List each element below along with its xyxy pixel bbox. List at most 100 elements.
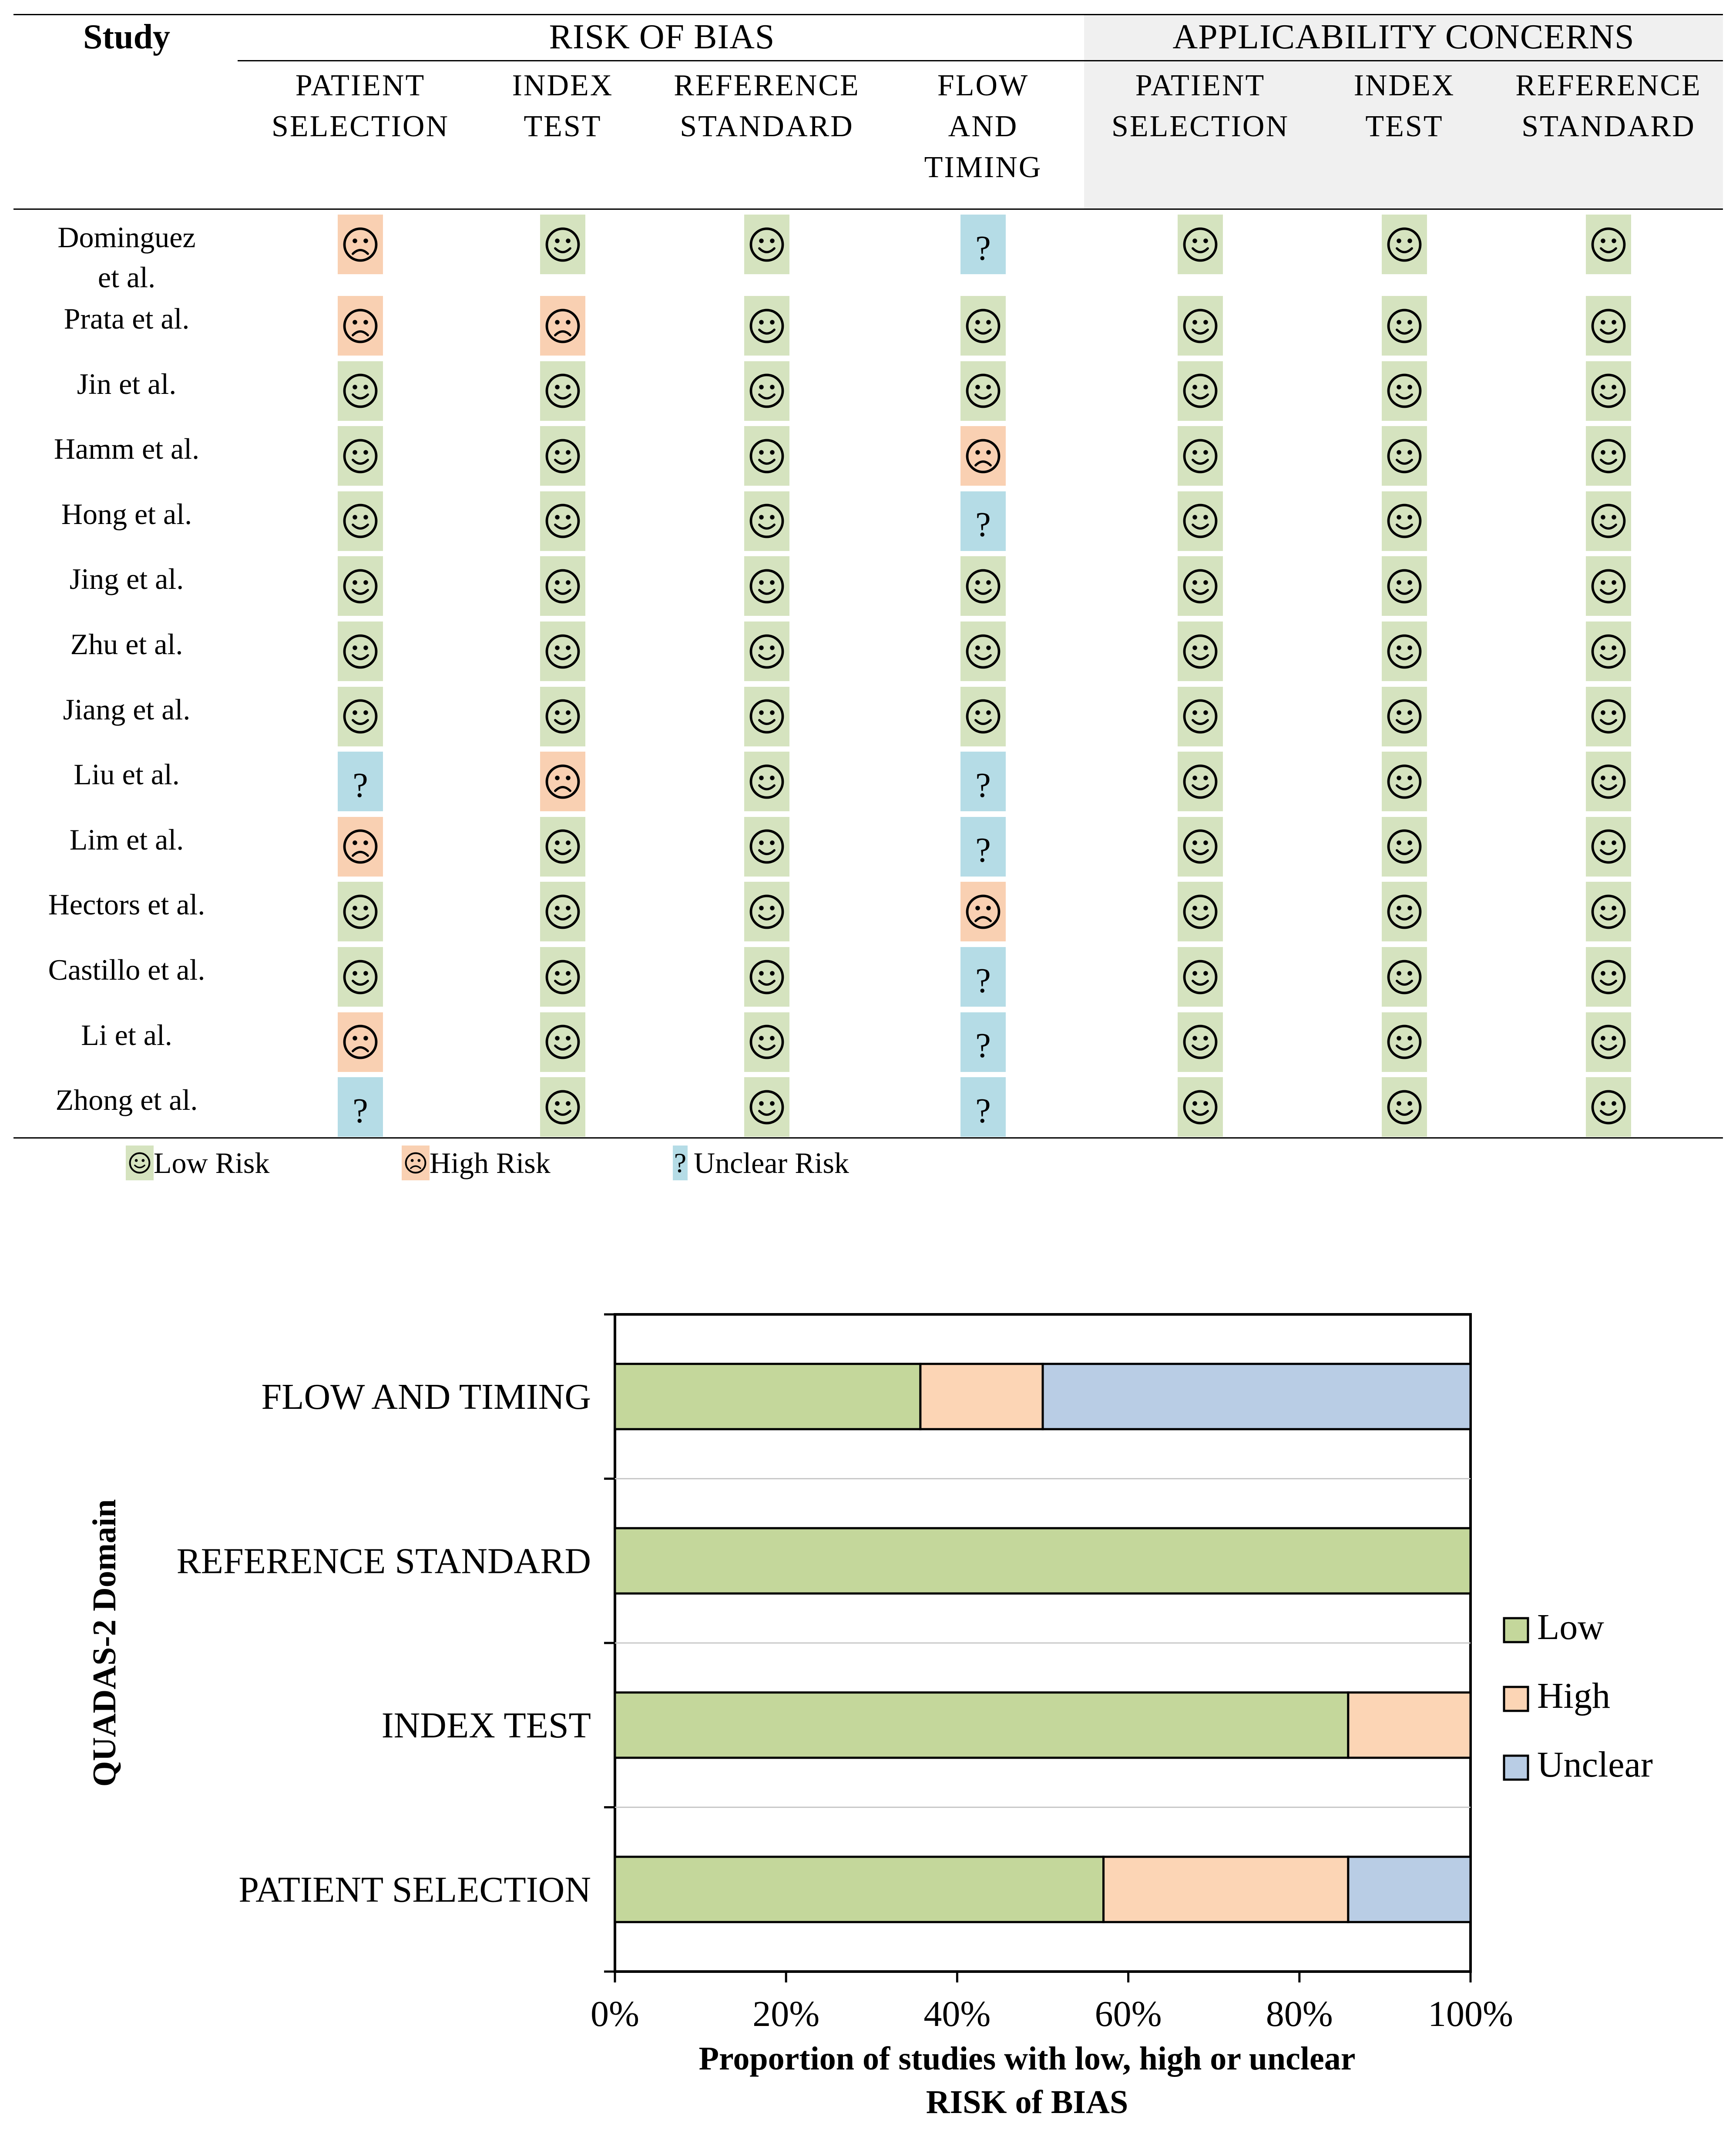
- legend-label-high: High: [1537, 1676, 1610, 1716]
- rating-cell-low: [1586, 491, 1631, 551]
- rating-cell-low: [1586, 752, 1631, 812]
- study-name-line: Castillo et al.: [48, 953, 205, 986]
- rating-cell-low: [338, 686, 383, 746]
- legend-high-label: High Risk: [430, 1146, 551, 1179]
- rating-cell-high: [540, 752, 585, 812]
- rating-cell-low: [338, 361, 383, 421]
- study-name: Jing et al.: [13, 559, 240, 599]
- smile-icon: [966, 634, 1001, 669]
- column-header-line: TEST: [524, 110, 602, 143]
- smile-icon: [1387, 227, 1422, 262]
- question-mark-icon: ?: [353, 1092, 368, 1130]
- applicability-header-background: [1084, 14, 1723, 208]
- smile-icon: [1387, 634, 1422, 669]
- study-name-line: Jing et al.: [69, 562, 184, 596]
- rating-cell-low: [1586, 361, 1631, 421]
- rating-cell-low: [1586, 816, 1631, 877]
- study-name: Jiang et al.: [13, 689, 240, 729]
- smile-icon: [545, 227, 580, 262]
- question-mark-icon: ?: [975, 766, 991, 805]
- x-axis-title-line: Proportion of studies with low, high or …: [699, 2040, 1356, 2077]
- smile-icon: [966, 569, 1001, 604]
- rating-cell-low: [1586, 296, 1631, 356]
- column-header-line: INDEX: [512, 69, 614, 102]
- smile-icon: [1387, 699, 1422, 734]
- rating-cell-low: [744, 426, 789, 486]
- legend-high-risk: High Risk: [402, 1146, 551, 1180]
- rating-cell-low: [1178, 947, 1223, 1007]
- bar-unclear-patient-selection: [1347, 1855, 1472, 1923]
- frown-icon: [545, 309, 580, 343]
- rating-cell-low: [338, 556, 383, 616]
- smile-icon: [1183, 894, 1218, 929]
- rating-cell-low: [744, 1077, 789, 1137]
- smile-icon: [749, 960, 784, 994]
- rating-cell-high: [540, 296, 585, 356]
- rating-cell-low: [744, 947, 789, 1007]
- rating-cell-low: [540, 361, 585, 421]
- study-name-line: Zhong et al.: [55, 1083, 198, 1117]
- rating-cell-low: [540, 882, 585, 942]
- frown-icon: [966, 439, 1001, 474]
- x-tick-label: 40%: [923, 1994, 991, 2034]
- rating-cell-unclear: ?: [960, 215, 1006, 274]
- study-name-line: Zhu et al.: [70, 628, 183, 661]
- rating-cell-low: [540, 491, 585, 551]
- rating-cell-low: [744, 686, 789, 746]
- frown-icon: [545, 764, 580, 799]
- legend-swatch-unclear: [1503, 1754, 1529, 1781]
- legend-label-unclear: Unclear: [1537, 1744, 1653, 1785]
- smile-icon: [1591, 1025, 1626, 1059]
- rating-cell-low: [1382, 491, 1427, 551]
- study-name: Lim et al.: [13, 820, 240, 860]
- question-mark-icon: ?: [975, 1027, 991, 1065]
- rating-cell-high: [338, 215, 383, 274]
- rating-cell-low: [960, 556, 1006, 616]
- smile-icon: [1183, 634, 1218, 669]
- smile-icon: [1591, 894, 1626, 929]
- legend-swatch-high: [1503, 1686, 1529, 1712]
- frown-icon: [343, 1025, 378, 1059]
- smile-icon: [545, 894, 580, 929]
- rating-cell-high: [338, 816, 383, 877]
- smile-icon: [1387, 439, 1422, 474]
- smile-icon: [1591, 634, 1626, 669]
- smile-icon: [129, 1152, 151, 1174]
- column-header-line: REFERENCE: [1515, 69, 1702, 102]
- study-name-line: Dominguez: [57, 221, 196, 254]
- risk-of-bias-chart: FLOW AND TIMING REFERENCE STANDARD INDEX T…: [86, 1313, 1653, 2120]
- smile-icon: [545, 1025, 580, 1059]
- table-top-rule: [13, 14, 1723, 15]
- rating-cell-unclear: ?: [960, 491, 1006, 551]
- rating-cell-low: [1382, 622, 1427, 681]
- rating-cell-low: [1178, 816, 1223, 877]
- column-header-3: REFERENCE STANDARD: [662, 65, 871, 147]
- rating-cell-low: [540, 622, 585, 681]
- bar-low-patient-selection: [614, 1855, 1105, 1923]
- rating-cell-high: [338, 1012, 383, 1072]
- quadas-table: Study RISK OF BIAS APPLICABILITY CONCERN…: [13, 14, 1723, 1180]
- study-name: Hectors et al.: [13, 884, 240, 924]
- smile-icon: [343, 504, 378, 538]
- smile-icon: [966, 699, 1001, 734]
- rating-cell-low: [744, 556, 789, 616]
- frown-icon: [343, 309, 378, 343]
- rating-cell-low: [540, 426, 585, 486]
- study-name: Zhu et al.: [13, 624, 240, 664]
- rating-cell-high: [338, 296, 383, 356]
- study-name: Hamm et al.: [13, 429, 240, 469]
- rating-cell-low: [1382, 1077, 1427, 1137]
- category-label: FLOW AND TIMING: [261, 1377, 591, 1417]
- column-header-1: PATIENT SELECTION: [256, 65, 465, 147]
- smile-icon: [1183, 373, 1218, 408]
- frown-icon: [966, 894, 1001, 929]
- category-label: PATIENT SELECTION: [238, 1869, 591, 1910]
- rating-cell-low: [1586, 1012, 1631, 1072]
- smile-icon: [1591, 699, 1626, 734]
- rating-cell-low: [1382, 882, 1427, 942]
- rating-cell-low: [1178, 1012, 1223, 1072]
- column-header-2: INDEX TEST: [458, 65, 667, 147]
- rating-cell-unclear: ?: [960, 1012, 1006, 1072]
- rating-cell-low: [540, 947, 585, 1007]
- category-label: INDEX TEST: [382, 1705, 591, 1746]
